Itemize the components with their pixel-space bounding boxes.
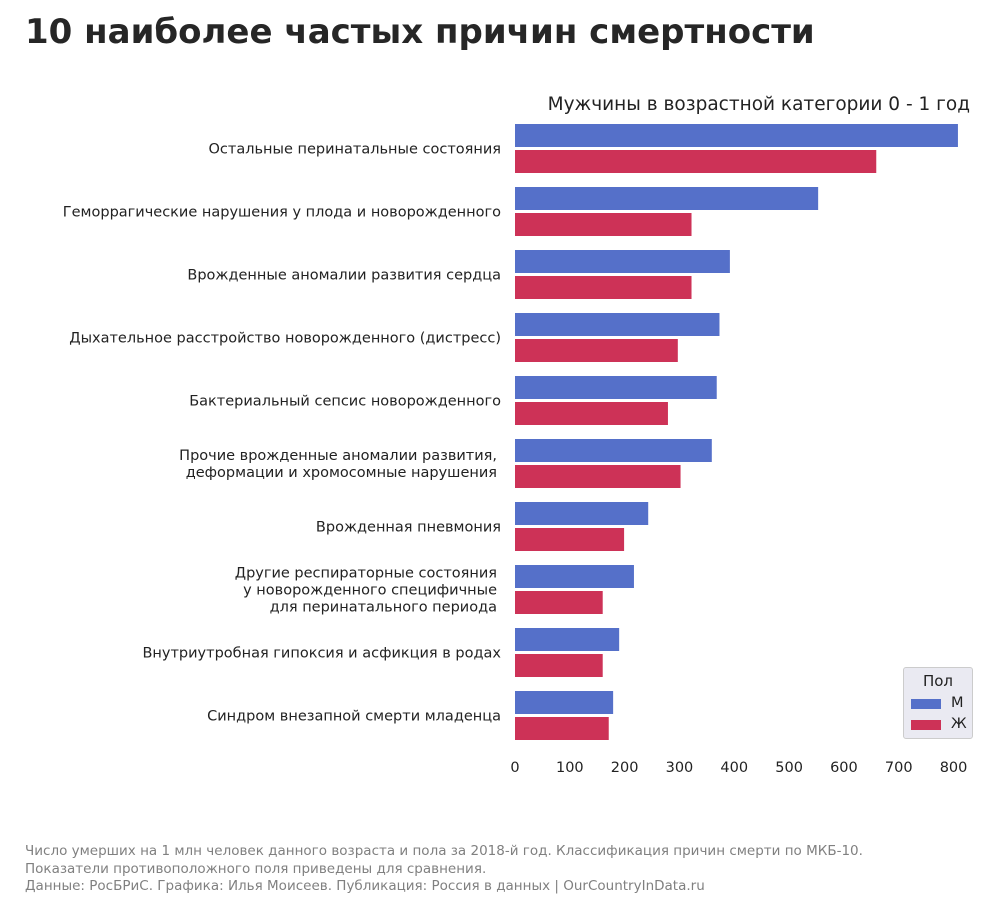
bar-female-7 <box>515 591 603 614</box>
bar-female-9 <box>515 717 609 740</box>
bar-female-8 <box>515 654 603 677</box>
footnote-line-1: Число умерших на 1 млн человек данного в… <box>25 843 863 859</box>
footnote-line-3: Данные: РосБРиС. Графика: Илья Моисеев. … <box>25 878 705 894</box>
x-tick-label-7: 700 <box>885 760 913 776</box>
category-label-5: Прочие врожденные аномалии развития, дефо… <box>179 448 497 481</box>
bar-female-5 <box>515 465 681 488</box>
bar-male-5 <box>515 439 712 462</box>
x-tick-label-0: 0 <box>510 760 519 776</box>
category-label-0: Остальные перинатальные состояния <box>209 142 501 158</box>
bar-male-3 <box>515 313 720 336</box>
x-tick-label-8: 800 <box>940 760 968 776</box>
bar-male-4 <box>515 376 717 399</box>
bar-male-7 <box>515 565 634 588</box>
x-tick-label-3: 300 <box>666 760 694 776</box>
legend-label-female: Ж <box>951 716 967 732</box>
footnote: Число умерших на 1 млн человек данного в… <box>25 843 863 896</box>
x-tick-label-1: 100 <box>556 760 584 776</box>
legend-swatch-male <box>911 699 941 709</box>
chart-title: Мужчины в возрастной категории 0 - 1 год <box>548 94 970 115</box>
legend: Пол М Ж <box>903 667 973 739</box>
category-label-6: Врожденная пневмония <box>316 520 501 536</box>
bar-male-6 <box>515 502 649 525</box>
x-tick-label-4: 400 <box>720 760 748 776</box>
bar-female-0 <box>515 150 877 173</box>
legend-label-male: М <box>951 695 964 711</box>
x-tick-label-2: 200 <box>611 760 639 776</box>
category-label-9: Синдром внезапной смерти младенца <box>207 709 501 725</box>
bar-female-3 <box>515 339 678 362</box>
bar-female-1 <box>515 213 692 236</box>
category-label-3: Дыхательное расстройство новорожденного … <box>69 331 501 347</box>
bar-male-9 <box>515 691 614 714</box>
bar-female-6 <box>515 528 625 551</box>
x-tick-label-5: 500 <box>775 760 803 776</box>
legend-title: Пол <box>922 672 954 690</box>
category-label-2: Врожденные аномалии развития сердца <box>187 268 501 284</box>
bar-female-4 <box>515 402 668 425</box>
bar-male-2 <box>515 250 730 273</box>
category-label-8: Внутриутробная гипоксия и асфикция в род… <box>142 646 501 662</box>
page-title: 10 наиболее частых причин смертности <box>25 12 815 52</box>
bar-female-2 <box>515 276 692 299</box>
bar-male-1 <box>515 187 819 210</box>
bar-male-0 <box>515 124 958 147</box>
legend-swatch-female <box>911 720 941 730</box>
x-tick-label-6: 600 <box>830 760 858 776</box>
category-label-4: Бактериальный сепсис новорожденного <box>189 394 501 410</box>
footnote-line-2: Показатели противоположного поля приведе… <box>25 860 487 877</box>
bar-male-8 <box>515 628 620 651</box>
category-label-1: Геморрагические нарушения у плода и ново… <box>63 205 501 221</box>
category-label-7: Другие респираторные состояния у новорожд… <box>235 566 497 616</box>
